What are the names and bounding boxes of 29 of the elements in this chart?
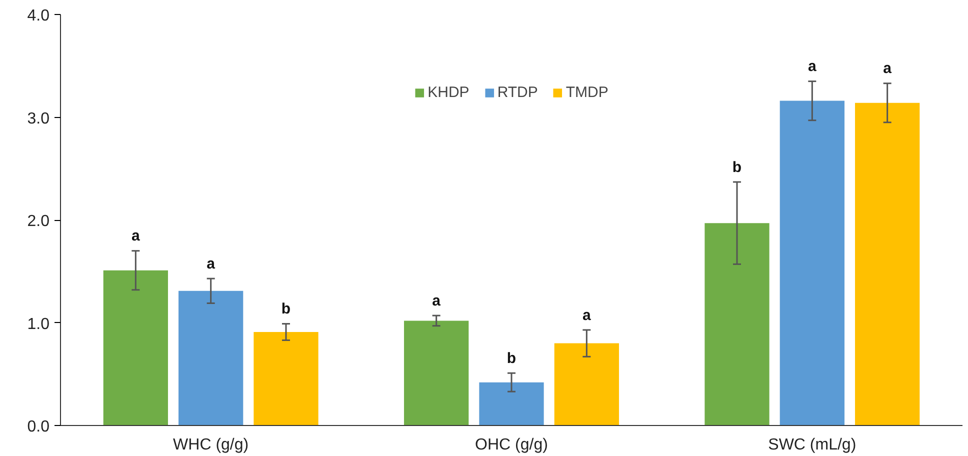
annotation: a [206,255,216,272]
x-tick-label: OHC (g/g) [475,436,548,454]
annotation: b [732,158,742,176]
bar [554,343,619,426]
annotation: a [432,292,442,310]
bar [479,382,544,426]
bar [780,100,844,426]
x-tick-label: SWC (mL/g) [768,436,856,454]
annotation: a [808,58,817,76]
bar [254,332,318,426]
bar [704,223,770,426]
y-tick-label: 3.0 [27,110,50,128]
legend-label: KHDP [428,84,470,101]
y-tick-label: 0.0 [27,418,50,436]
annotation: a [131,228,140,245]
bar [103,270,168,426]
y-tick-label: 2.0 [27,213,50,230]
annotation: b [506,350,516,367]
bar [178,290,244,426]
annotation: b [281,300,291,318]
bar [404,320,469,426]
y-tick-label: 1.0 [27,316,50,333]
annotation: a [883,60,892,78]
legend-label: TMDP [566,84,608,101]
legend-label: RTDP [497,84,538,101]
y-tick-label: 4.0 [27,8,50,24]
annotation: a [582,306,592,324]
x-tick-label: WHC (g/g) [173,436,249,454]
bar [855,102,920,426]
